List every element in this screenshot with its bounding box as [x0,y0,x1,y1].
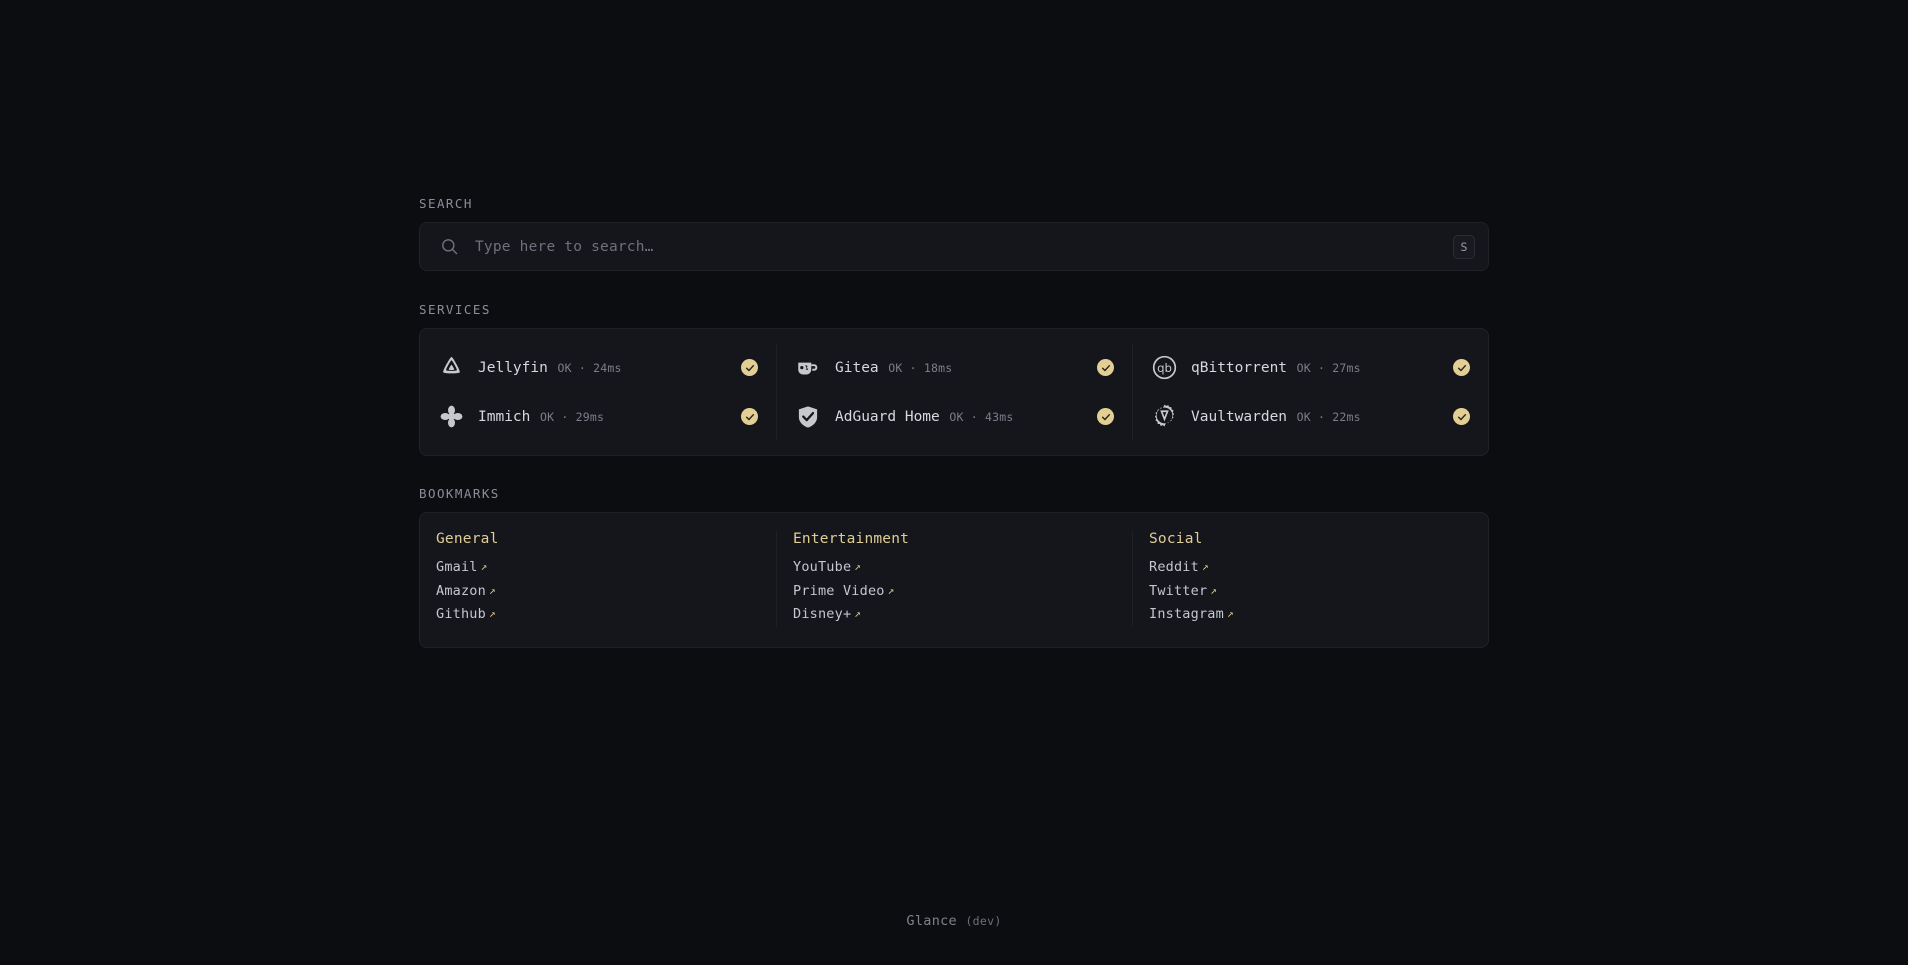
bookmark-link-label: Instagram [1149,606,1224,622]
external-link-arrow-icon: ↗ [488,583,496,597]
footer-build-tag: (dev) [965,914,1002,928]
bookmark-link-label: Prime Video [793,582,885,599]
status-badge-ok [1453,359,1470,376]
bookmark-link-label: Amazon [436,582,486,599]
bookmark-link-prime-video[interactable]: Prime Video ↗ [793,580,1112,604]
external-link-arrow-icon: ↗ [488,607,496,620]
bookmarks-widget: General Gmail ↗ Amazon ↗ Github ↗ Entertain… [419,512,1489,648]
bookmark-group-entertainment: Entertainment YouTube ↗ Prime Video ↗ Disn… [776,531,1132,627]
bookmark-link-reddit[interactable]: Reddit ↗ [1149,556,1468,580]
status-badge-ok [741,408,758,425]
service-item-vaultwarden[interactable]: Vaultwarden OK · 22ms [1133,392,1488,441]
service-text: AdGuard Home OK · 43ms [835,406,1097,426]
services-column: qb qBittorrent OK · 27ms [1132,343,1488,441]
bookmark-link-github[interactable]: Github ↗ [436,603,756,627]
service-text: Gitea OK · 18ms [835,357,1097,377]
bookmark-link-label: Gmail [436,559,478,575]
status-badge-ok [1097,359,1114,376]
bookmark-link-gmail[interactable]: Gmail ↗ [436,556,756,580]
service-name: Immich [478,409,531,426]
service-text: Vaultwarden OK · 22ms [1191,406,1453,426]
qbittorrent-logo-icon: qb [1149,353,1179,383]
external-link-arrow-icon: ↗ [480,560,488,573]
service-item-jellyfin[interactable]: Jellyfin OK · 24ms [420,343,776,392]
adguard-logo-icon [793,402,823,432]
service-meta: OK · 43ms [949,410,1014,425]
status-badge-ok [1453,408,1470,425]
service-text: Immich OK · 29ms [478,406,741,426]
bookmarks-section: BOOKMARKS General Gmail ↗ Amazon ↗ Github ↗… [419,486,1489,648]
service-name: Jellyfin [478,360,548,377]
bookmark-link-twitter[interactable]: Twitter ↗ [1149,580,1468,604]
search-input[interactable] [475,223,1453,270]
services-section-label: SERVICES [419,302,491,317]
bookmark-group-social: Social Reddit ↗ Twitter ↗ Instagram ↗ [1132,531,1488,627]
gitea-logo-icon [793,353,823,383]
vaultwarden-logo-icon [1149,402,1179,432]
spacer-services-bookmarks [419,456,1489,486]
bookmark-link-disney-plus[interactable]: Disney+ ↗ [793,603,1112,627]
status-badge-ok [1097,408,1114,425]
service-item-immich[interactable]: Immich OK · 29ms [420,392,776,441]
service-meta: OK · 18ms [888,361,953,376]
service-meta: OK · 22ms [1296,410,1361,425]
bookmark-group-general: General Gmail ↗ Amazon ↗ Github ↗ [420,531,776,627]
search-icon [440,237,459,256]
external-link-arrow-icon: ↗ [854,560,862,573]
search-shortcut-key[interactable]: S [1453,234,1475,259]
external-link-arrow-icon: ↗ [1210,583,1218,597]
bookmark-link-instagram[interactable]: Instagram ↗ [1149,603,1468,627]
footer-app-name[interactable]: Glance [906,913,957,929]
external-link-arrow-icon: ↗ [1226,607,1234,620]
services-section: SERVICES Jellyfin OK · 24ms [419,302,1489,456]
service-text: qBittorrent OK · 27ms [1191,357,1453,377]
service-name: Vaultwarden [1191,409,1288,426]
bookmark-link-label: YouTube [793,559,852,575]
status-badge-ok [741,359,758,376]
bookmark-link-label: Twitter [1149,582,1208,599]
bookmark-link-label: Github [436,606,486,622]
service-item-qbittorrent[interactable]: qb qBittorrent OK · 27ms [1133,343,1488,392]
bookmark-link-amazon[interactable]: Amazon ↗ [436,580,756,604]
immich-logo-icon [436,402,466,432]
service-text: Jellyfin OK · 24ms [478,357,741,377]
service-name: AdGuard Home [835,409,940,426]
services-widget: Jellyfin OK · 24ms [419,328,1489,456]
services-column: Gitea OK · 18ms [776,343,1132,441]
spacer-search-services [419,271,1489,302]
search-section-label: SEARCH [419,196,473,211]
service-item-adguard-home[interactable]: AdGuard Home OK · 43ms [777,392,1132,441]
bookmark-group-title: General [436,531,499,547]
service-item-gitea[interactable]: Gitea OK · 18ms [777,343,1132,392]
bookmark-group-title: Entertainment [793,531,910,547]
bookmark-link-label: Disney+ [793,606,852,622]
external-link-arrow-icon: ↗ [854,607,862,620]
bookmark-link-label: Reddit [1149,559,1199,575]
search-widget[interactable]: S [419,222,1489,271]
bookmark-group-title: Social [1149,531,1203,547]
service-meta: OK · 24ms [557,361,622,376]
page-footer: Glance (dev) [0,913,1908,929]
search-section: SEARCH S [419,196,1489,271]
jellyfin-logo-icon [436,353,466,383]
services-column: Jellyfin OK · 24ms [420,343,776,441]
dashboard-container: SEARCH S SERVICES [419,196,1489,648]
service-meta: OK · 27ms [1296,361,1361,376]
external-link-arrow-icon: ↗ [887,583,895,597]
bookmarks-section-label: BOOKMARKS [419,486,500,501]
service-meta: OK · 29ms [540,410,605,425]
external-link-arrow-icon: ↗ [1201,560,1209,573]
service-name: qBittorrent [1191,360,1288,377]
svg-text:qb: qb [1157,361,1172,375]
service-name: Gitea [835,360,879,377]
bookmark-link-youtube[interactable]: YouTube ↗ [793,556,1112,580]
